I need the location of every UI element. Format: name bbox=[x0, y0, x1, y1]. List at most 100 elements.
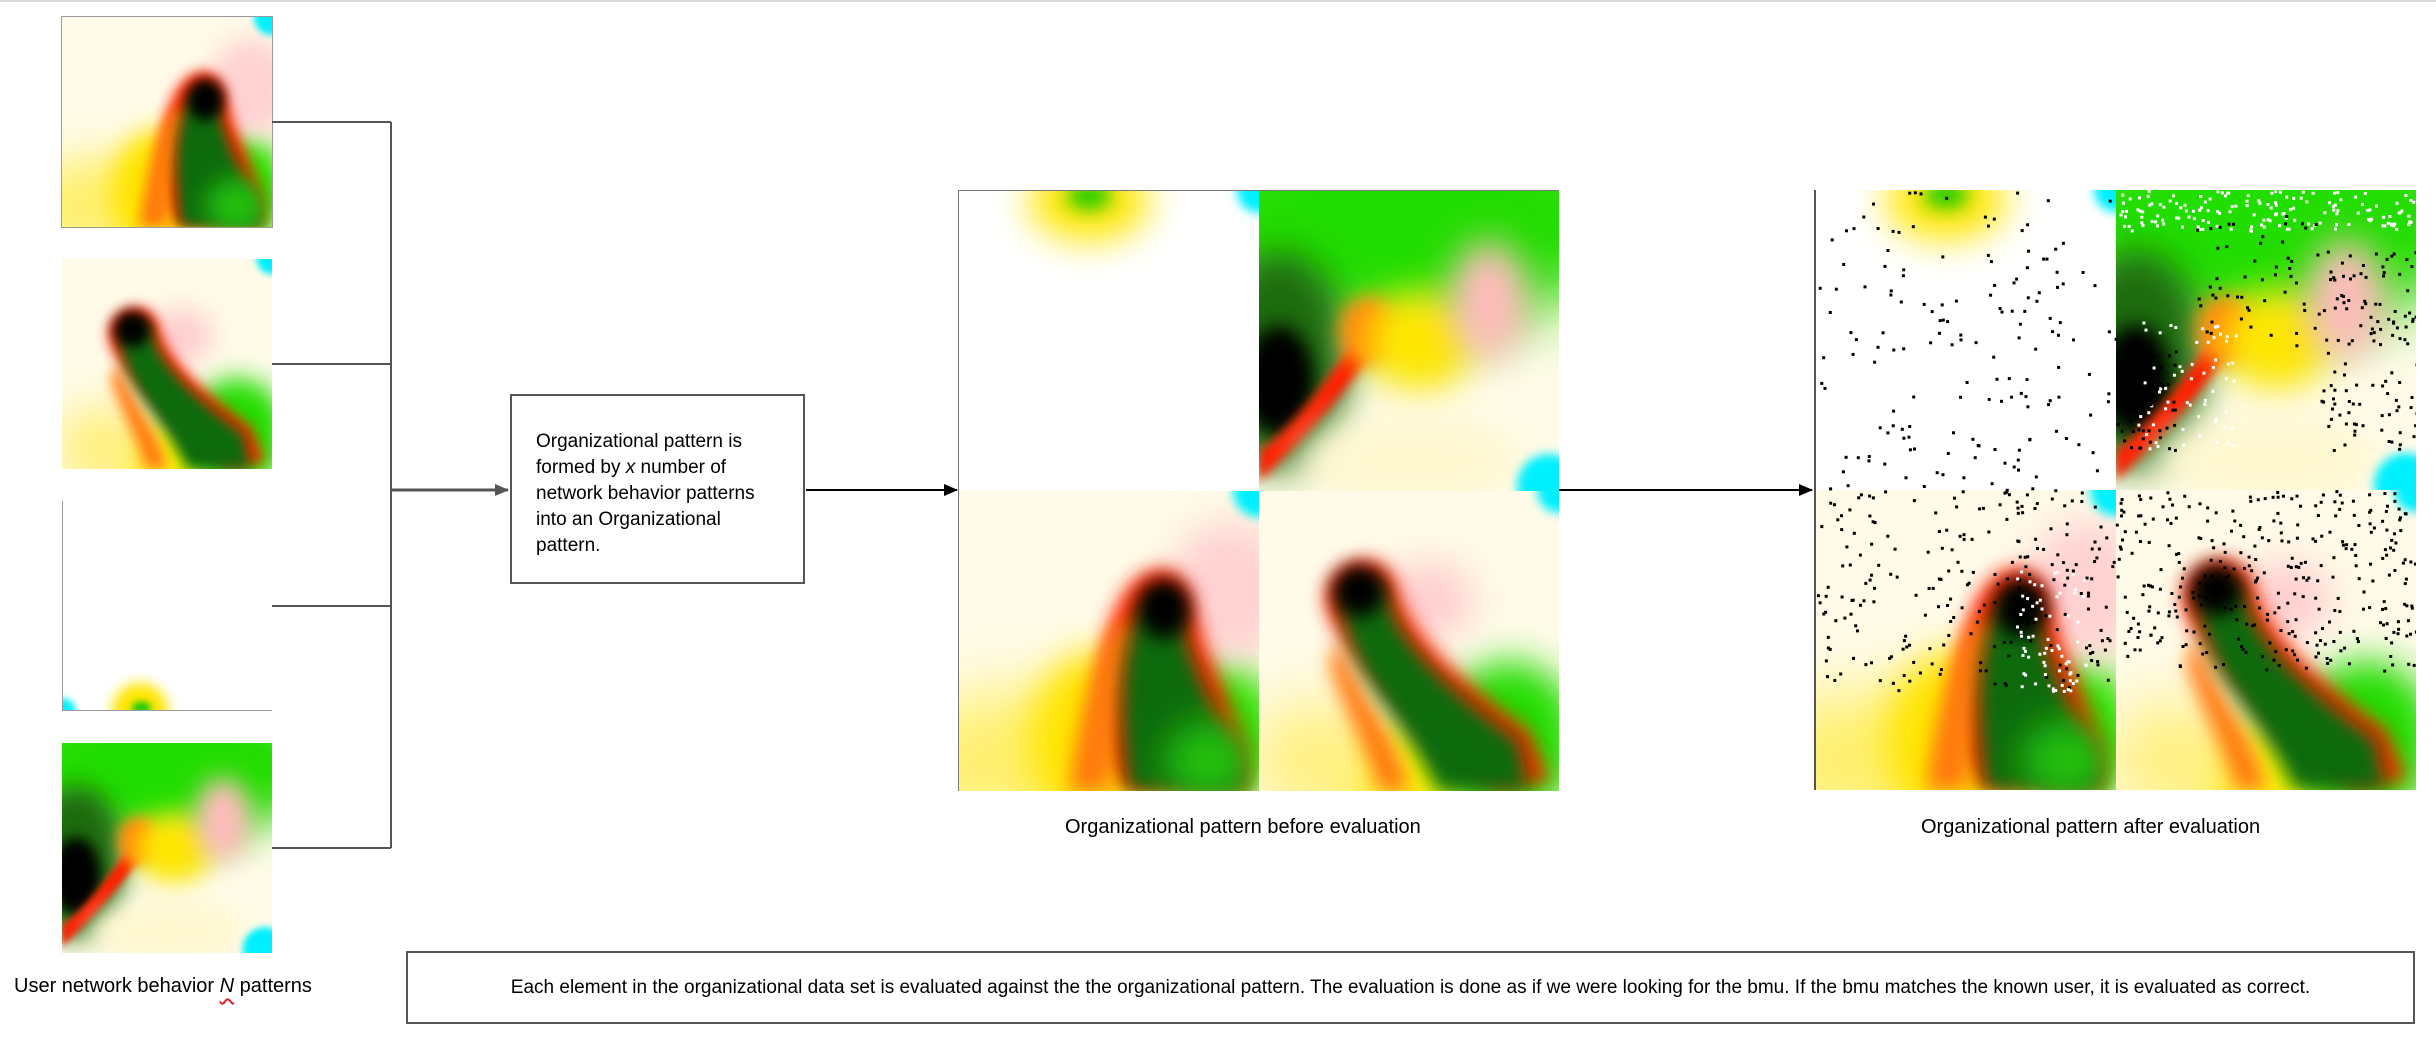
top-border bbox=[0, 0, 2436, 2]
evaluation-dot bbox=[1919, 192, 1923, 196]
evaluation-dot bbox=[1886, 534, 1890, 538]
process-line-5: pattern. bbox=[536, 535, 601, 556]
evaluation-dot bbox=[1945, 196, 1949, 200]
evaluation-dot bbox=[2393, 492, 2397, 496]
evaluation-dot bbox=[2290, 497, 2294, 501]
evaluation-dot bbox=[2214, 325, 2217, 329]
evaluation-dot bbox=[2010, 560, 2014, 564]
evaluation-dot bbox=[2046, 637, 2050, 641]
evaluation-dot bbox=[1893, 547, 1897, 551]
evaluation-dot bbox=[1984, 669, 1988, 673]
evaluation-dot bbox=[2139, 415, 2143, 419]
evaluation-dot bbox=[2379, 621, 2382, 625]
evaluation-dot bbox=[2051, 687, 2055, 691]
evaluation-dot bbox=[1939, 577, 1943, 581]
evaluation-dot bbox=[2055, 270, 2059, 274]
evaluation-dot bbox=[2350, 547, 2354, 551]
evaluation-dot bbox=[1905, 645, 1909, 649]
evaluation-dot bbox=[2311, 191, 2315, 195]
evaluation-dot bbox=[1859, 603, 1862, 607]
evaluation-dot bbox=[1833, 679, 1837, 682]
evaluation-dot bbox=[1986, 253, 1990, 257]
evaluation-dot bbox=[2254, 558, 2258, 561]
evaluation-dot bbox=[1863, 285, 1867, 289]
evaluation-dot bbox=[2088, 652, 2092, 656]
evaluation-dot bbox=[1886, 431, 1890, 435]
caption-suffix: patterns bbox=[234, 975, 312, 997]
evaluation-dot bbox=[1878, 426, 1882, 430]
evaluation-dot bbox=[2225, 335, 2229, 339]
evaluation-dot bbox=[1826, 646, 1830, 650]
evaluation-dot bbox=[2338, 610, 2342, 613]
evaluation-dot bbox=[2031, 634, 2035, 638]
evaluation-dot bbox=[1941, 255, 1945, 259]
evaluation-dot bbox=[2076, 673, 2080, 677]
evaluation-dot bbox=[2369, 562, 2372, 566]
evaluation-dot bbox=[2205, 330, 2209, 334]
evaluation-dot bbox=[1938, 672, 1942, 676]
evaluation-dot bbox=[2277, 606, 2281, 610]
evaluation-dot bbox=[2174, 516, 2178, 520]
evaluation-dot bbox=[1977, 444, 1981, 448]
evaluation-dot bbox=[2349, 277, 2352, 281]
evaluation-dot bbox=[1902, 347, 1906, 351]
evaluation-dot bbox=[2344, 389, 2348, 393]
evaluation-dot bbox=[2339, 198, 2343, 202]
evaluation-dot bbox=[1902, 639, 1906, 643]
evaluation-dot bbox=[2003, 491, 2007, 495]
evaluation-dots-overlay bbox=[1816, 190, 2416, 693]
evaluation-dot bbox=[2333, 370, 2337, 374]
evaluation-dot bbox=[2019, 613, 2023, 616]
evaluation-dot bbox=[2279, 531, 2283, 535]
evaluation-dot bbox=[1889, 655, 1893, 659]
evaluation-dot bbox=[2381, 384, 2385, 388]
quadrant-top-right bbox=[1259, 191, 1559, 491]
evaluation-dot bbox=[1889, 289, 1893, 293]
evaluation-dot bbox=[2414, 424, 2416, 428]
evaluation-dot bbox=[2224, 576, 2228, 580]
evaluation-dot bbox=[1935, 471, 1939, 475]
evaluation-dot bbox=[1824, 610, 1828, 614]
evaluation-dot bbox=[2090, 659, 2094, 662]
evaluation-dot bbox=[2019, 630, 2023, 634]
evaluation-dot bbox=[2404, 194, 2408, 197]
evaluation-note-text: Each element in the organizational data … bbox=[510, 977, 2311, 998]
evaluation-dot bbox=[2046, 199, 2050, 203]
evaluation-dot bbox=[2234, 204, 2238, 208]
evaluation-dot bbox=[2329, 384, 2333, 388]
evaluation-dot bbox=[2333, 402, 2337, 406]
evaluation-dot bbox=[2345, 307, 2349, 311]
evaluation-dot bbox=[2201, 327, 2205, 331]
evaluation-dot bbox=[2185, 629, 2189, 633]
evaluation-dot bbox=[2291, 630, 2295, 634]
evaluation-dot bbox=[2321, 627, 2324, 630]
evaluation-dot bbox=[2182, 567, 2186, 571]
evaluation-dot bbox=[2286, 620, 2290, 624]
evaluation-dot bbox=[1922, 485, 1926, 488]
evaluation-dot bbox=[2276, 511, 2280, 515]
evaluation-dot bbox=[2149, 584, 2152, 588]
evaluation-dot bbox=[2227, 574, 2231, 578]
evaluation-dot bbox=[2044, 646, 2048, 650]
evaluation-dot bbox=[2274, 190, 2278, 194]
evaluation-dot bbox=[2208, 197, 2212, 201]
evaluation-dot bbox=[2249, 499, 2253, 503]
evaluation-dot bbox=[2035, 601, 2039, 605]
evaluation-dot bbox=[2393, 222, 2397, 226]
evaluation-dot bbox=[2075, 679, 2079, 683]
evaluation-dot bbox=[2016, 577, 2020, 581]
evaluation-dot bbox=[2360, 306, 2364, 310]
evaluation-dot bbox=[2257, 199, 2261, 203]
evaluation-dot bbox=[1941, 318, 1945, 322]
evaluation-dot bbox=[2343, 443, 2347, 447]
evaluation-dot bbox=[2265, 618, 2269, 622]
evaluation-dot bbox=[2272, 519, 2276, 523]
evaluation-dot bbox=[2332, 276, 2336, 280]
evaluation-dot bbox=[2295, 536, 2299, 540]
evaluation-dot bbox=[1958, 534, 1962, 538]
evaluation-dot bbox=[2316, 579, 2320, 583]
evaluation-dot bbox=[2187, 215, 2191, 219]
evaluation-dot bbox=[1884, 490, 1888, 494]
evaluation-dot bbox=[2405, 258, 2409, 262]
evaluation-dot bbox=[1992, 217, 1996, 221]
